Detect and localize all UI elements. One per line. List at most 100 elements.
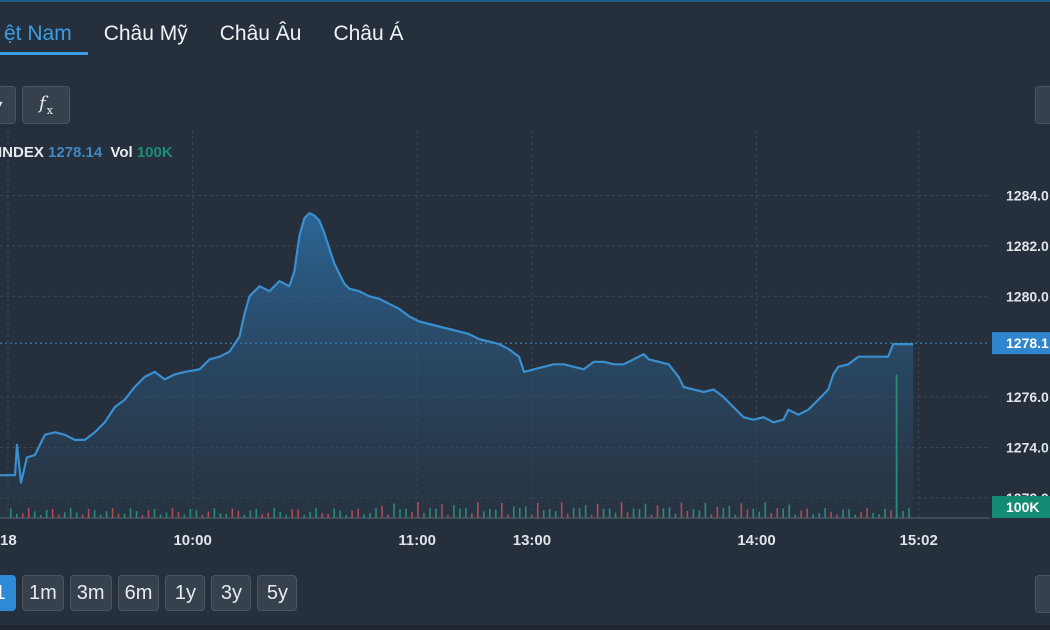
volume-bar bbox=[596, 503, 599, 518]
top-accent-line bbox=[0, 0, 1050, 2]
volume-bar bbox=[21, 513, 24, 518]
volume-bar bbox=[662, 508, 665, 518]
y-tick-label: 1284.0 bbox=[1006, 187, 1049, 203]
volume-bar bbox=[351, 510, 353, 518]
volume-bar bbox=[327, 514, 329, 518]
volume-bar bbox=[471, 513, 473, 518]
x-tick-label: 15:02 bbox=[899, 532, 937, 549]
volume-bar bbox=[584, 505, 587, 518]
volume-bar bbox=[489, 508, 491, 518]
legend-vol-label: Vol bbox=[110, 144, 133, 161]
period-button-5y[interactable]: 5y bbox=[257, 575, 298, 611]
volume-bar bbox=[512, 506, 515, 518]
volume-bar bbox=[453, 504, 455, 518]
volume-bar bbox=[770, 513, 773, 518]
period-button-1[interactable]: 1 bbox=[0, 575, 16, 611]
volume-bar bbox=[890, 510, 892, 518]
volume-bar bbox=[423, 512, 425, 518]
volume-bar bbox=[908, 508, 910, 518]
volume-bar bbox=[237, 510, 240, 518]
volume-bar bbox=[231, 508, 234, 518]
function-icon: fx bbox=[39, 93, 53, 117]
volume-bar bbox=[243, 514, 246, 518]
volume-bar bbox=[201, 514, 204, 518]
volume-bar bbox=[183, 514, 186, 518]
volume-bar bbox=[758, 511, 761, 518]
volume-bar bbox=[800, 510, 802, 518]
indicator-button[interactable]: fx bbox=[22, 86, 70, 124]
volume-bar bbox=[87, 508, 90, 518]
volume-bar bbox=[854, 514, 856, 518]
x-tick-label: 11:00 bbox=[398, 532, 436, 549]
volume-bar bbox=[27, 508, 30, 518]
volume-bar bbox=[518, 508, 521, 518]
volume-bar bbox=[69, 508, 72, 518]
volume-bar bbox=[566, 513, 569, 518]
period-button-3m[interactable]: 3m bbox=[69, 575, 112, 611]
period-button-1m[interactable]: 1m bbox=[22, 575, 64, 611]
volume-bar bbox=[81, 514, 84, 518]
volume-bar bbox=[33, 511, 36, 518]
y-tick-label: 1280.0 bbox=[1006, 288, 1049, 304]
volume-bar bbox=[794, 514, 797, 518]
volume-bar bbox=[542, 510, 545, 518]
legend-symbol: INDEX bbox=[0, 144, 44, 161]
volume-bar bbox=[608, 508, 611, 518]
volume-bar bbox=[536, 502, 539, 518]
period-button-1y[interactable]: 1y bbox=[165, 575, 206, 611]
volume-bar bbox=[782, 508, 785, 518]
volume-bar bbox=[902, 510, 904, 518]
volume-bar bbox=[381, 505, 383, 518]
fullscreen-button[interactable] bbox=[1035, 575, 1050, 613]
volume-bar bbox=[177, 512, 180, 518]
volume-bar bbox=[776, 508, 779, 518]
volume-bar bbox=[578, 508, 581, 518]
volume-bar bbox=[309, 511, 311, 518]
volume-bar bbox=[560, 502, 563, 518]
period-button-3y[interactable]: 3y bbox=[211, 575, 252, 611]
price-chart[interactable]: 1284.01282.01280.01276.01274.01272.01278… bbox=[0, 130, 1050, 560]
volume-bar bbox=[602, 508, 605, 518]
volume-bar bbox=[369, 513, 371, 518]
price-line bbox=[0, 212, 914, 484]
volume-bar bbox=[842, 509, 844, 518]
volume-bar bbox=[477, 502, 479, 518]
tab-0[interactable]: ệt Nam bbox=[0, 22, 88, 55]
volume-bar bbox=[698, 510, 701, 518]
volume-bar bbox=[554, 511, 557, 518]
volume-bar bbox=[303, 514, 305, 518]
volume-bar bbox=[704, 502, 707, 518]
volume-bar bbox=[285, 514, 288, 518]
volume-bar bbox=[255, 508, 258, 518]
x-tick-label: 10:00 bbox=[173, 532, 211, 549]
volume-bar bbox=[710, 514, 713, 518]
volume-bar bbox=[93, 509, 96, 518]
tab-3[interactable]: Châu Á bbox=[333, 22, 404, 45]
volume-bar bbox=[866, 508, 868, 518]
volume-bar bbox=[740, 503, 743, 518]
chart-type-button[interactable]: ▾ bbox=[0, 86, 16, 124]
period-button-6m[interactable]: 6m bbox=[117, 575, 160, 611]
volume-bar bbox=[878, 514, 880, 518]
tab-1[interactable]: Châu Mỹ bbox=[103, 22, 188, 45]
volume-bar bbox=[447, 514, 449, 518]
legend-price: 1278.14 bbox=[48, 144, 103, 161]
volume-bar bbox=[722, 508, 725, 518]
volume-bar bbox=[117, 513, 120, 518]
volume-bar bbox=[393, 503, 395, 518]
add-button[interactable]: + bbox=[1035, 86, 1050, 124]
price-area bbox=[0, 213, 914, 518]
volume-bar bbox=[668, 507, 671, 518]
volume-bar bbox=[363, 514, 365, 518]
volume-bar bbox=[207, 511, 210, 518]
volume-bar bbox=[848, 509, 850, 518]
volume-bar bbox=[884, 508, 886, 518]
volume-bar bbox=[548, 508, 551, 518]
volume-bar bbox=[141, 514, 144, 518]
volume-bar bbox=[375, 508, 377, 518]
volume-bar bbox=[465, 507, 467, 518]
volume-bar bbox=[63, 512, 66, 518]
volume-bar bbox=[686, 510, 689, 518]
chart-legend: INDEX 1278.14 Vol 100K bbox=[0, 144, 173, 161]
tab-2[interactable]: Châu Âu bbox=[219, 22, 302, 45]
